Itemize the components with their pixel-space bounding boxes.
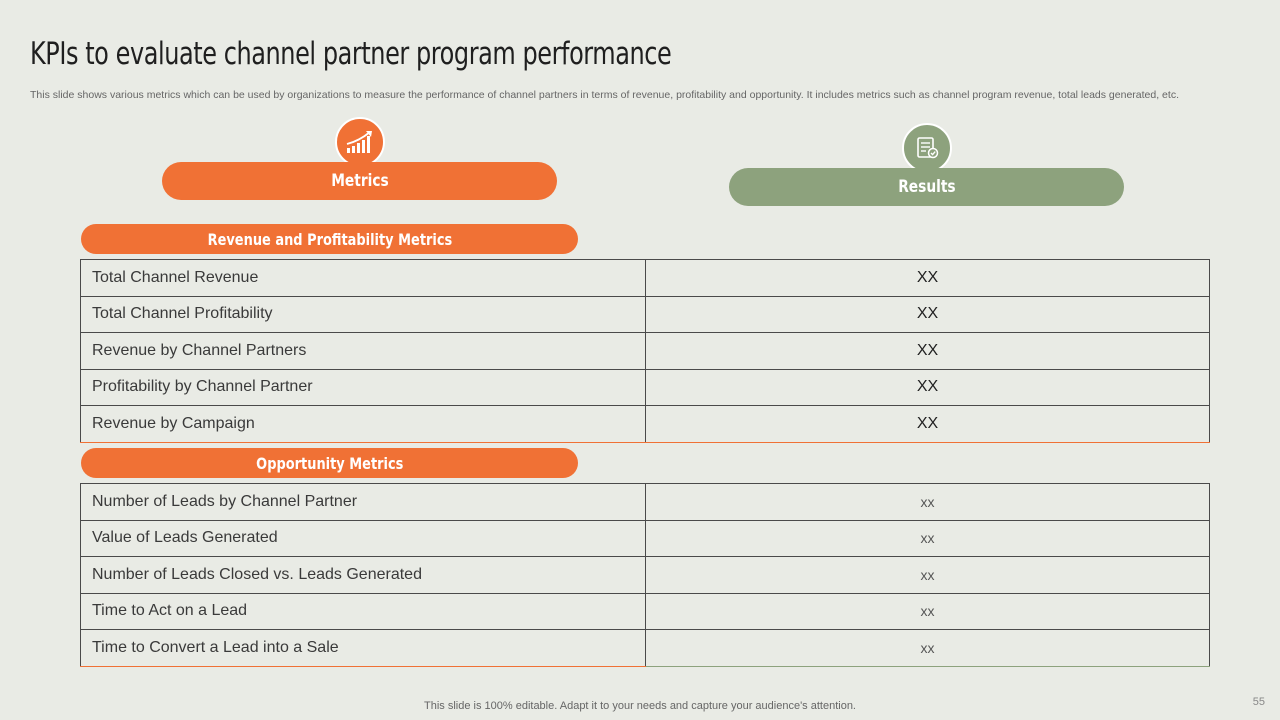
metric-cell: Revenue by Channel Partners <box>80 332 646 370</box>
table-row: Value of Leads Generated xx <box>80 519 1210 557</box>
opportunity-table: Number of Leads by Channel Partner xx Va… <box>80 483 1210 667</box>
section-header-opportunity: Opportunity Metrics <box>81 448 578 478</box>
table-row: Total Channel Profitability XX <box>80 295 1210 333</box>
metric-cell: Profitability by Channel Partner <box>80 368 646 406</box>
table-row: Number of Leads Closed vs. Leads Generat… <box>80 556 1210 594</box>
bar-chart-growth-icon <box>335 117 385 167</box>
results-header: Results <box>729 168 1124 206</box>
table-row: Number of Leads by Channel Partner xx <box>80 483 1210 521</box>
page-number: 55 <box>1252 696 1265 708</box>
metric-cell: Total Channel Profitability <box>80 295 646 333</box>
metric-cell: Revenue by Campaign <box>80 405 646 443</box>
table-row: Total Channel Revenue XX <box>80 259 1210 297</box>
metric-cell: Time to Act on a Lead <box>80 592 646 630</box>
metrics-header-label: Metrics <box>330 171 389 191</box>
metric-cell: Number of Leads Closed vs. Leads Generat… <box>80 556 646 594</box>
table-row: Time to Act on a Lead xx <box>80 592 1210 630</box>
result-cell: XX <box>645 295 1210 333</box>
result-cell: XX <box>645 368 1210 406</box>
metric-cell: Time to Convert a Lead into a Sale <box>80 629 646 667</box>
result-cell: xx <box>645 483 1210 521</box>
result-cell: xx <box>645 519 1210 557</box>
table-row: Revenue by Campaign XX <box>80 405 1210 443</box>
report-checklist-icon <box>902 123 952 173</box>
table-row: Time to Convert a Lead into a Sale xx <box>80 629 1210 667</box>
results-header-label: Results <box>897 177 956 197</box>
metric-cell: Total Channel Revenue <box>80 259 646 297</box>
section-title: Opportunity Metrics <box>255 453 404 473</box>
revenue-profitability-table: Total Channel Revenue XX Total Channel P… <box>80 259 1210 443</box>
table-row: Profitability by Channel Partner XX <box>80 368 1210 406</box>
section-title: Revenue and Profitability Metrics <box>207 229 452 249</box>
footer-note: This slide is 100% editable. Adapt it to… <box>424 700 856 712</box>
metric-cell: Value of Leads Generated <box>80 519 646 557</box>
result-cell: XX <box>645 259 1210 297</box>
page-title: KPIs to evaluate channel partner program… <box>30 36 672 72</box>
result-cell: XX <box>645 405 1210 443</box>
page-subtitle: This slide shows various metrics which c… <box>30 89 1179 101</box>
metric-cell: Number of Leads by Channel Partner <box>80 483 646 521</box>
section-header-revenue-profitability: Revenue and Profitability Metrics <box>81 224 578 254</box>
result-cell: xx <box>645 556 1210 594</box>
result-cell: xx <box>645 592 1210 630</box>
result-cell: xx <box>645 629 1210 667</box>
metrics-header: Metrics <box>162 162 557 200</box>
table-row: Revenue by Channel Partners XX <box>80 332 1210 370</box>
result-cell: XX <box>645 332 1210 370</box>
